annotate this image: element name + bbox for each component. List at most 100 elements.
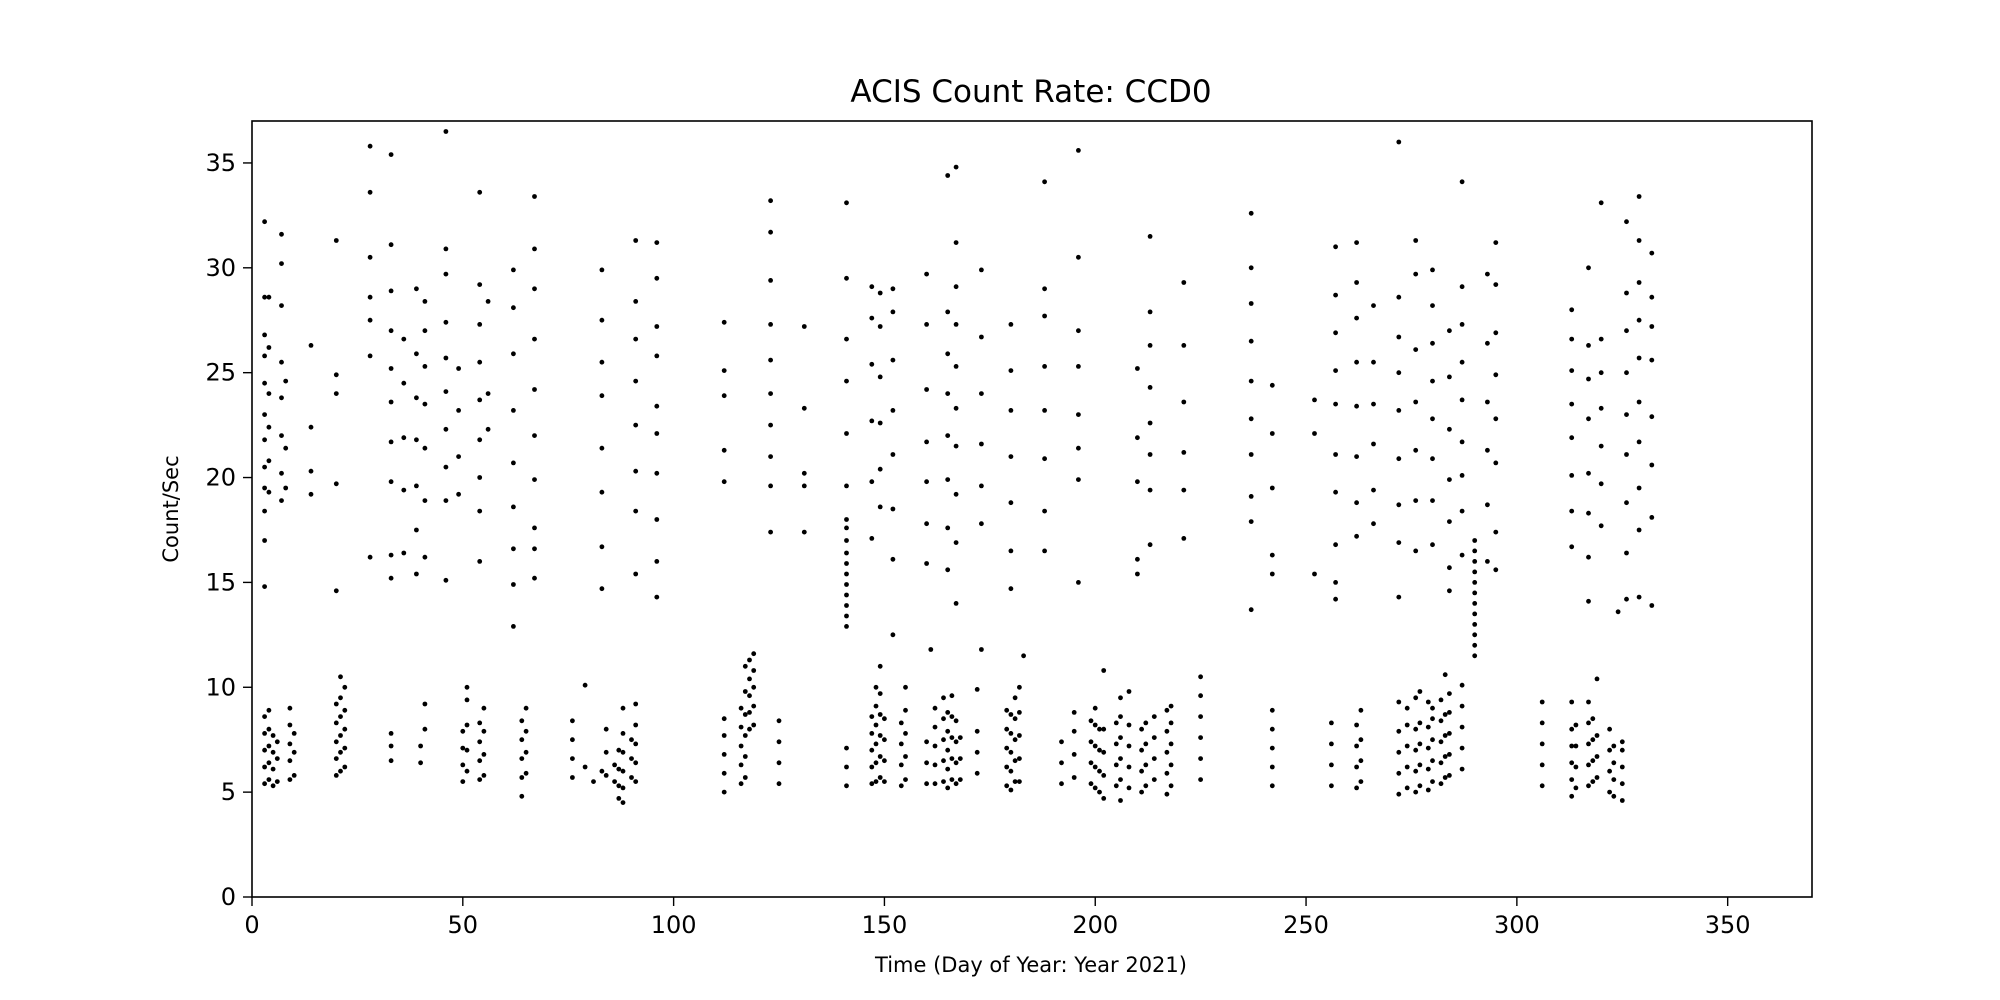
data-point — [721, 393, 727, 399]
data-point — [751, 684, 757, 690]
data-point — [751, 668, 757, 673]
data-point — [274, 779, 280, 784]
data-point — [721, 447, 727, 453]
data-point — [1413, 768, 1419, 774]
data-point — [274, 756, 280, 761]
data-point — [953, 405, 959, 411]
data-point — [869, 747, 875, 753]
data-point — [633, 571, 639, 577]
data-point — [721, 733, 727, 738]
data-point — [308, 468, 314, 474]
x-tick-label: 50 — [448, 911, 479, 939]
data-point — [882, 716, 887, 722]
data-point — [1113, 720, 1119, 726]
x-axis-ticks: 0 50 100 150 200 250 300 350 — [244, 897, 1751, 939]
data-point — [1425, 699, 1431, 705]
data-point — [953, 443, 959, 449]
data-point — [1248, 519, 1254, 524]
data-point — [1092, 764, 1098, 770]
data-point — [1358, 737, 1364, 743]
data-point — [1598, 481, 1604, 487]
data-point — [308, 424, 314, 430]
data-point — [844, 525, 849, 531]
data-point — [414, 395, 419, 401]
data-point — [1447, 477, 1452, 482]
y-tick-label: 5 — [221, 778, 236, 806]
data-point — [266, 424, 272, 430]
data-point — [1442, 754, 1448, 759]
data-point — [1198, 693, 1203, 699]
data-point — [1076, 148, 1081, 153]
data-point — [768, 391, 773, 396]
y-axis-ticks: 0 5 10 15 20 25 30 35 — [205, 149, 252, 911]
data-point — [1113, 741, 1119, 747]
data-point — [599, 267, 605, 273]
data-point — [1329, 762, 1334, 768]
data-point — [266, 294, 272, 300]
data-point — [1413, 789, 1419, 795]
data-point — [1147, 385, 1153, 390]
y-tick-label: 35 — [205, 149, 236, 177]
data-point — [532, 433, 537, 438]
data-point — [953, 760, 959, 766]
data-point — [768, 322, 773, 327]
data-point — [1598, 405, 1604, 411]
data-point — [654, 517, 660, 522]
data-point — [751, 651, 757, 657]
data-point — [877, 290, 883, 296]
data-point — [738, 781, 744, 787]
data-point — [1485, 559, 1490, 564]
data-point — [443, 464, 449, 470]
data-point — [1042, 286, 1047, 292]
data-point — [1008, 500, 1014, 506]
data-point — [1636, 280, 1642, 285]
data-point — [1181, 450, 1187, 455]
data-point — [1485, 447, 1490, 453]
data-point — [1042, 508, 1047, 514]
data-point — [338, 768, 343, 774]
data-point — [1139, 789, 1144, 795]
data-point — [721, 752, 727, 757]
data-point — [1598, 443, 1604, 449]
data-point — [338, 733, 343, 738]
data-point — [873, 684, 879, 690]
data-point — [1333, 401, 1338, 407]
data-point — [333, 588, 339, 594]
data-point — [979, 391, 984, 396]
data-point — [1459, 745, 1465, 751]
data-point — [532, 525, 537, 531]
data-point — [1181, 343, 1187, 348]
data-point — [333, 701, 339, 707]
data-point — [1354, 500, 1359, 506]
data-point — [1442, 733, 1448, 738]
data-point — [941, 695, 946, 701]
x-tick-label: 300 — [1494, 911, 1540, 939]
data-point — [654, 431, 660, 436]
data-point — [338, 674, 343, 680]
data-point — [1396, 294, 1402, 300]
data-point — [1269, 571, 1275, 577]
data-point — [1619, 739, 1625, 745]
data-point — [747, 676, 752, 682]
data-point — [1248, 452, 1254, 457]
data-point — [1354, 743, 1359, 749]
x-axis-label: Time (Day of Year: Year 2021) — [874, 953, 1187, 977]
data-point — [924, 739, 929, 745]
data-point — [877, 466, 883, 472]
data-point — [270, 783, 276, 789]
data-point — [1573, 785, 1579, 791]
data-point — [1354, 280, 1359, 285]
data-point — [477, 359, 483, 365]
data-point — [418, 743, 423, 749]
data-point — [721, 716, 727, 722]
data-point — [877, 324, 883, 329]
data-point — [1404, 705, 1410, 711]
data-point — [1269, 745, 1275, 751]
data-point — [751, 703, 757, 709]
data-point — [1135, 366, 1140, 371]
data-point — [591, 779, 596, 784]
data-point — [1636, 439, 1642, 445]
data-point — [877, 504, 883, 510]
data-point — [945, 567, 951, 573]
data-point — [414, 527, 419, 533]
